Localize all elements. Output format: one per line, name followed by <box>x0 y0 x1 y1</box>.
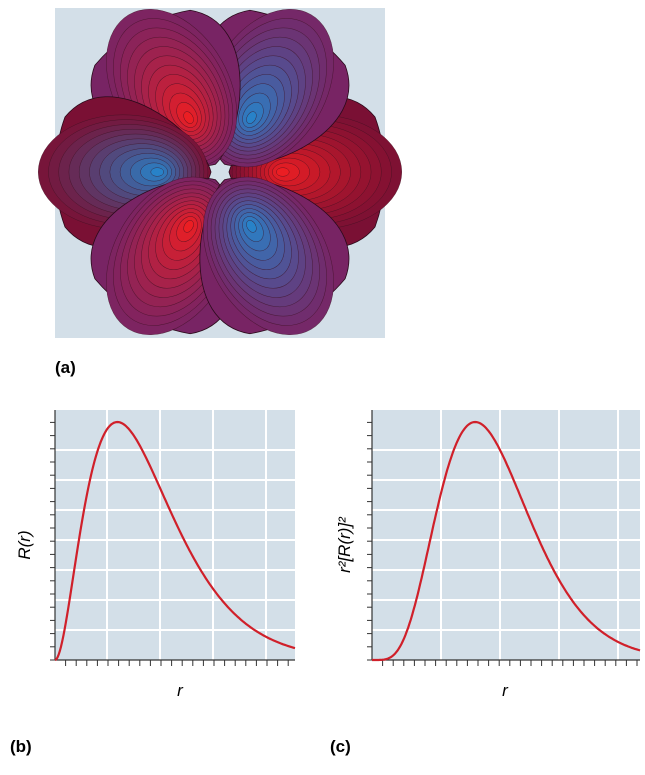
contour <box>183 111 194 124</box>
curve <box>54 420 296 661</box>
radial-plot <box>50 410 296 666</box>
plot-background <box>372 410 640 660</box>
plot-background <box>55 410 295 660</box>
y-axis-label: R(r) <box>15 530 34 559</box>
panel-label: (a) <box>55 358 76 377</box>
radial-probability-plot <box>367 410 641 666</box>
contour <box>276 167 290 177</box>
lobe <box>199 176 350 336</box>
contour <box>183 220 194 233</box>
panel-label: (c) <box>330 737 351 756</box>
panel-label: (b) <box>10 737 32 756</box>
curve <box>372 420 641 662</box>
x-axis-label: r <box>502 681 509 700</box>
lobe <box>199 8 350 168</box>
x-axis-label: r <box>177 681 184 700</box>
y-axis-label: r²[R(r)]² <box>335 516 354 573</box>
contour <box>246 220 257 233</box>
contour <box>246 111 257 124</box>
orbital-plot <box>37 8 403 336</box>
contour <box>150 167 164 177</box>
